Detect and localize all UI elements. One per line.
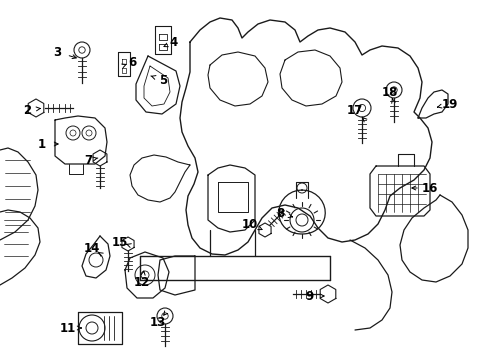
- Text: 18: 18: [382, 86, 398, 99]
- Text: 14: 14: [84, 242, 100, 255]
- Text: 19: 19: [442, 98, 458, 111]
- Text: 11: 11: [60, 321, 76, 334]
- Text: 10: 10: [242, 217, 258, 230]
- Text: 8: 8: [276, 207, 284, 220]
- Text: 9: 9: [306, 289, 314, 302]
- Text: 5: 5: [159, 73, 167, 86]
- Text: 3: 3: [53, 45, 61, 59]
- Text: 7: 7: [84, 153, 92, 166]
- Text: 16: 16: [422, 181, 438, 194]
- Text: 17: 17: [347, 104, 363, 117]
- Text: 12: 12: [134, 275, 150, 288]
- Text: 4: 4: [170, 36, 178, 49]
- Text: 13: 13: [150, 315, 166, 328]
- Text: 15: 15: [112, 235, 128, 248]
- Text: 6: 6: [128, 55, 136, 68]
- Text: 1: 1: [38, 138, 46, 150]
- Text: 2: 2: [23, 104, 31, 117]
